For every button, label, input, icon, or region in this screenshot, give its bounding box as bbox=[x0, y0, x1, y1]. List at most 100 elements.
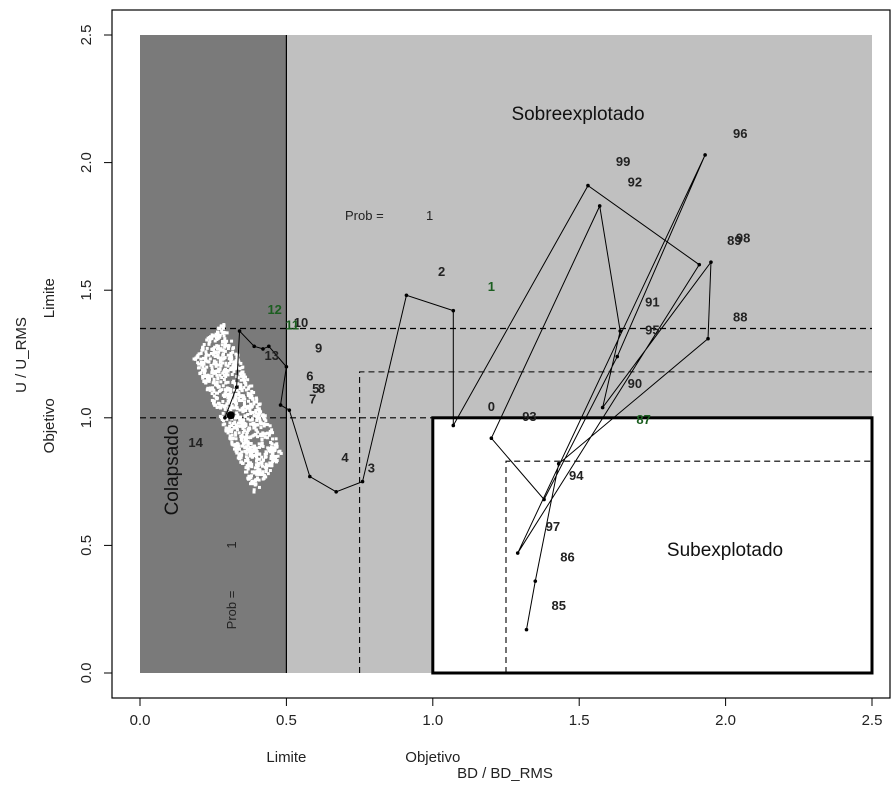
cloud-point bbox=[268, 432, 272, 436]
cloud-point bbox=[253, 425, 257, 429]
cloud-point bbox=[226, 346, 230, 350]
year-label: 92 bbox=[628, 174, 642, 189]
cloud-point bbox=[227, 357, 231, 361]
cloud-point bbox=[228, 401, 232, 405]
prob-x-label: Prob = bbox=[345, 208, 384, 223]
cloud-point bbox=[258, 409, 262, 413]
cloud-point bbox=[270, 428, 274, 432]
cloud-point bbox=[225, 368, 229, 372]
cloud-point bbox=[277, 450, 281, 454]
cloud-point bbox=[243, 421, 247, 425]
cloud-point bbox=[210, 398, 214, 402]
cloud-point bbox=[246, 412, 250, 416]
cloud-point bbox=[229, 360, 233, 364]
year-label: 93 bbox=[522, 409, 536, 424]
cloud-point bbox=[228, 428, 232, 432]
cloud-point bbox=[256, 423, 260, 427]
cloud-point bbox=[214, 336, 218, 340]
cloud-point bbox=[209, 363, 213, 367]
cloud-point bbox=[207, 360, 211, 364]
cloud-point bbox=[268, 469, 272, 473]
cloud-point bbox=[261, 444, 265, 448]
zone-underexploited bbox=[431, 416, 874, 675]
cloud-point bbox=[224, 426, 228, 430]
cloud-point bbox=[221, 384, 225, 388]
cloud-point bbox=[261, 413, 265, 417]
cloud-point bbox=[217, 385, 221, 389]
cloud-point bbox=[257, 457, 261, 461]
cloud-point bbox=[246, 457, 250, 461]
cloud-point bbox=[246, 447, 250, 451]
cloud-point bbox=[261, 477, 265, 481]
cloud-point bbox=[237, 393, 241, 397]
cloud-point bbox=[237, 391, 241, 395]
cloud-point bbox=[244, 383, 248, 387]
cloud-point bbox=[192, 357, 196, 361]
year-label: 94 bbox=[569, 468, 584, 483]
cloud-point bbox=[245, 432, 249, 436]
cloud-point bbox=[220, 361, 224, 365]
y-tick-label: 0.0 bbox=[78, 663, 95, 684]
cloud-point bbox=[247, 450, 251, 454]
cloud-point bbox=[244, 445, 248, 449]
cloud-point bbox=[246, 441, 250, 445]
cloud-point bbox=[257, 478, 261, 482]
cloud-point bbox=[221, 423, 225, 427]
cloud-point bbox=[217, 367, 221, 371]
cloud-point bbox=[224, 404, 228, 408]
cloud-point bbox=[269, 445, 273, 449]
cloud-point bbox=[247, 385, 251, 389]
cloud-point bbox=[258, 452, 262, 456]
cloud-point bbox=[250, 465, 254, 469]
cloud-point bbox=[235, 407, 239, 411]
cloud-point bbox=[202, 343, 206, 347]
cloud-point bbox=[249, 402, 253, 406]
cloud-point bbox=[230, 428, 234, 432]
cloud-point bbox=[237, 360, 241, 364]
cloud-point bbox=[246, 428, 250, 432]
year-label: 99 bbox=[616, 154, 630, 169]
cloud-point bbox=[228, 354, 232, 358]
cloud-point bbox=[235, 357, 239, 361]
cloud-point bbox=[237, 396, 241, 400]
cloud-point bbox=[254, 414, 258, 418]
x-tick-label: 1.5 bbox=[569, 712, 590, 729]
cloud-point bbox=[238, 387, 242, 391]
cloud-point bbox=[229, 389, 233, 393]
cloud-point bbox=[223, 337, 227, 341]
trajectory-point bbox=[618, 329, 622, 333]
cloud-point bbox=[247, 399, 251, 403]
cloud-point bbox=[262, 475, 266, 479]
cloud-point bbox=[263, 435, 267, 439]
cloud-point bbox=[236, 445, 240, 449]
cloud-point bbox=[249, 422, 253, 426]
cloud-point bbox=[240, 388, 244, 392]
cloud-point bbox=[249, 453, 253, 457]
cloud-point bbox=[196, 366, 200, 370]
cloud-point bbox=[207, 379, 211, 383]
cloud-point bbox=[201, 376, 205, 380]
cloud-point bbox=[260, 437, 264, 441]
cloud-point bbox=[224, 428, 228, 432]
trajectory-point bbox=[706, 336, 710, 341]
cloud-point bbox=[238, 366, 242, 370]
year-label: 88 bbox=[733, 310, 747, 325]
cloud-point bbox=[266, 446, 270, 450]
cloud-point bbox=[242, 425, 246, 429]
cloud-point bbox=[232, 447, 236, 451]
cloud-point bbox=[250, 384, 254, 388]
cloud-point bbox=[242, 435, 246, 439]
cloud-point bbox=[202, 371, 206, 375]
cloud-point bbox=[252, 448, 256, 452]
cloud-point bbox=[264, 470, 268, 474]
cloud-point bbox=[262, 415, 266, 419]
cloud-point bbox=[210, 374, 214, 378]
cloud-point bbox=[245, 440, 249, 444]
cloud-point bbox=[239, 378, 243, 382]
cloud-point bbox=[245, 451, 249, 455]
cloud-point bbox=[225, 331, 229, 335]
trajectory-point bbox=[703, 153, 707, 157]
cloud-point bbox=[275, 444, 279, 448]
cloud-point bbox=[218, 327, 222, 331]
cloud-point bbox=[234, 433, 238, 437]
